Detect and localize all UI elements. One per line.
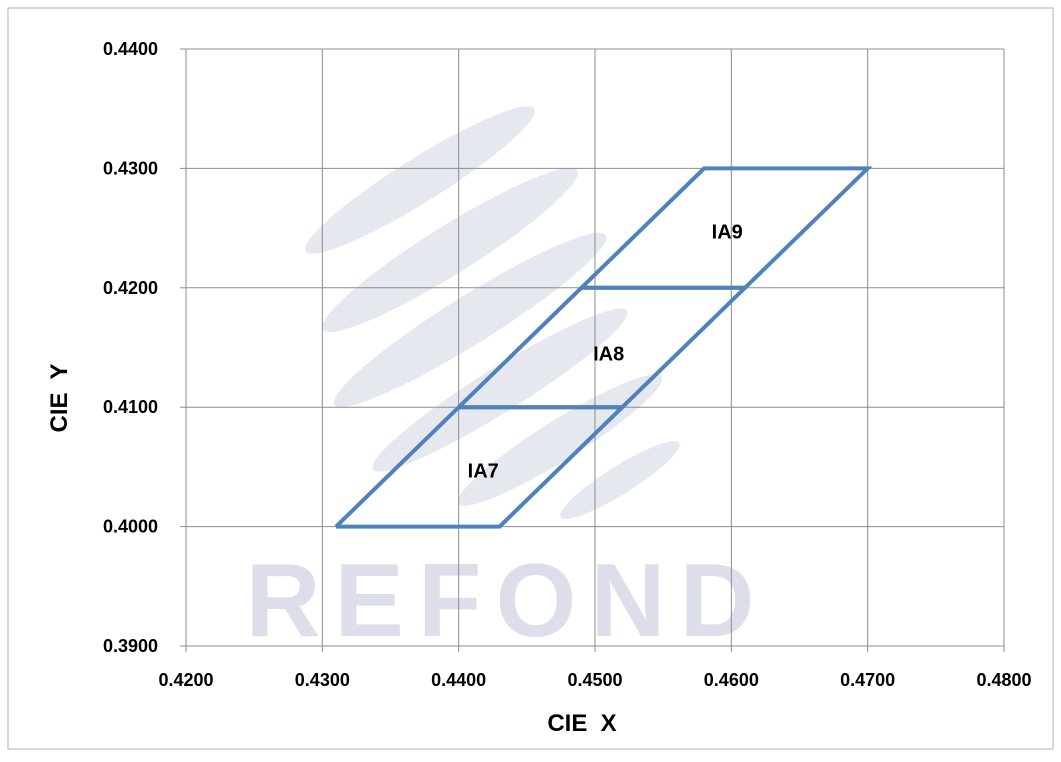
x-tick-label: 0.4800 xyxy=(976,670,1031,690)
y-axis-label: CIE Y xyxy=(46,364,73,433)
y-tick-label: 0.4200 xyxy=(103,278,158,298)
y-tick-label: 0.4400 xyxy=(103,39,158,59)
chart-border xyxy=(7,7,1054,750)
series-label-ia9: IA9 xyxy=(712,222,743,244)
y-tick-label: 0.4000 xyxy=(103,517,158,537)
series-layer: IA7 IA8 IA9 xyxy=(334,166,873,529)
y-tick-label: 0.4300 xyxy=(103,158,158,178)
watermark-text: REFOND xyxy=(245,543,768,659)
y-tick-label: 0.3900 xyxy=(103,636,158,656)
grid-lines xyxy=(180,48,1005,652)
x-axis-label: CIE X xyxy=(547,710,616,737)
watermark-logo: REFOND xyxy=(245,106,768,659)
series-label-ia7: IA7 xyxy=(468,460,499,482)
series-line-ia9 xyxy=(580,166,873,290)
x-tick-label: 0.4700 xyxy=(840,670,895,690)
series-label-ia8: IA8 xyxy=(593,343,624,365)
tick-labels: 0.4200 0.4300 0.4400 0.4500 0.4600 0.4700 0.48… xyxy=(103,39,1032,690)
x-tick-label: 0.4400 xyxy=(431,670,486,690)
x-tick-label: 0.4200 xyxy=(158,670,213,690)
x-tick-label: 0.4600 xyxy=(704,670,759,690)
x-tick-label: 0.4300 xyxy=(295,670,350,690)
y-tick-label: 0.4100 xyxy=(103,397,158,417)
x-tick-label: 0.4500 xyxy=(567,670,622,690)
